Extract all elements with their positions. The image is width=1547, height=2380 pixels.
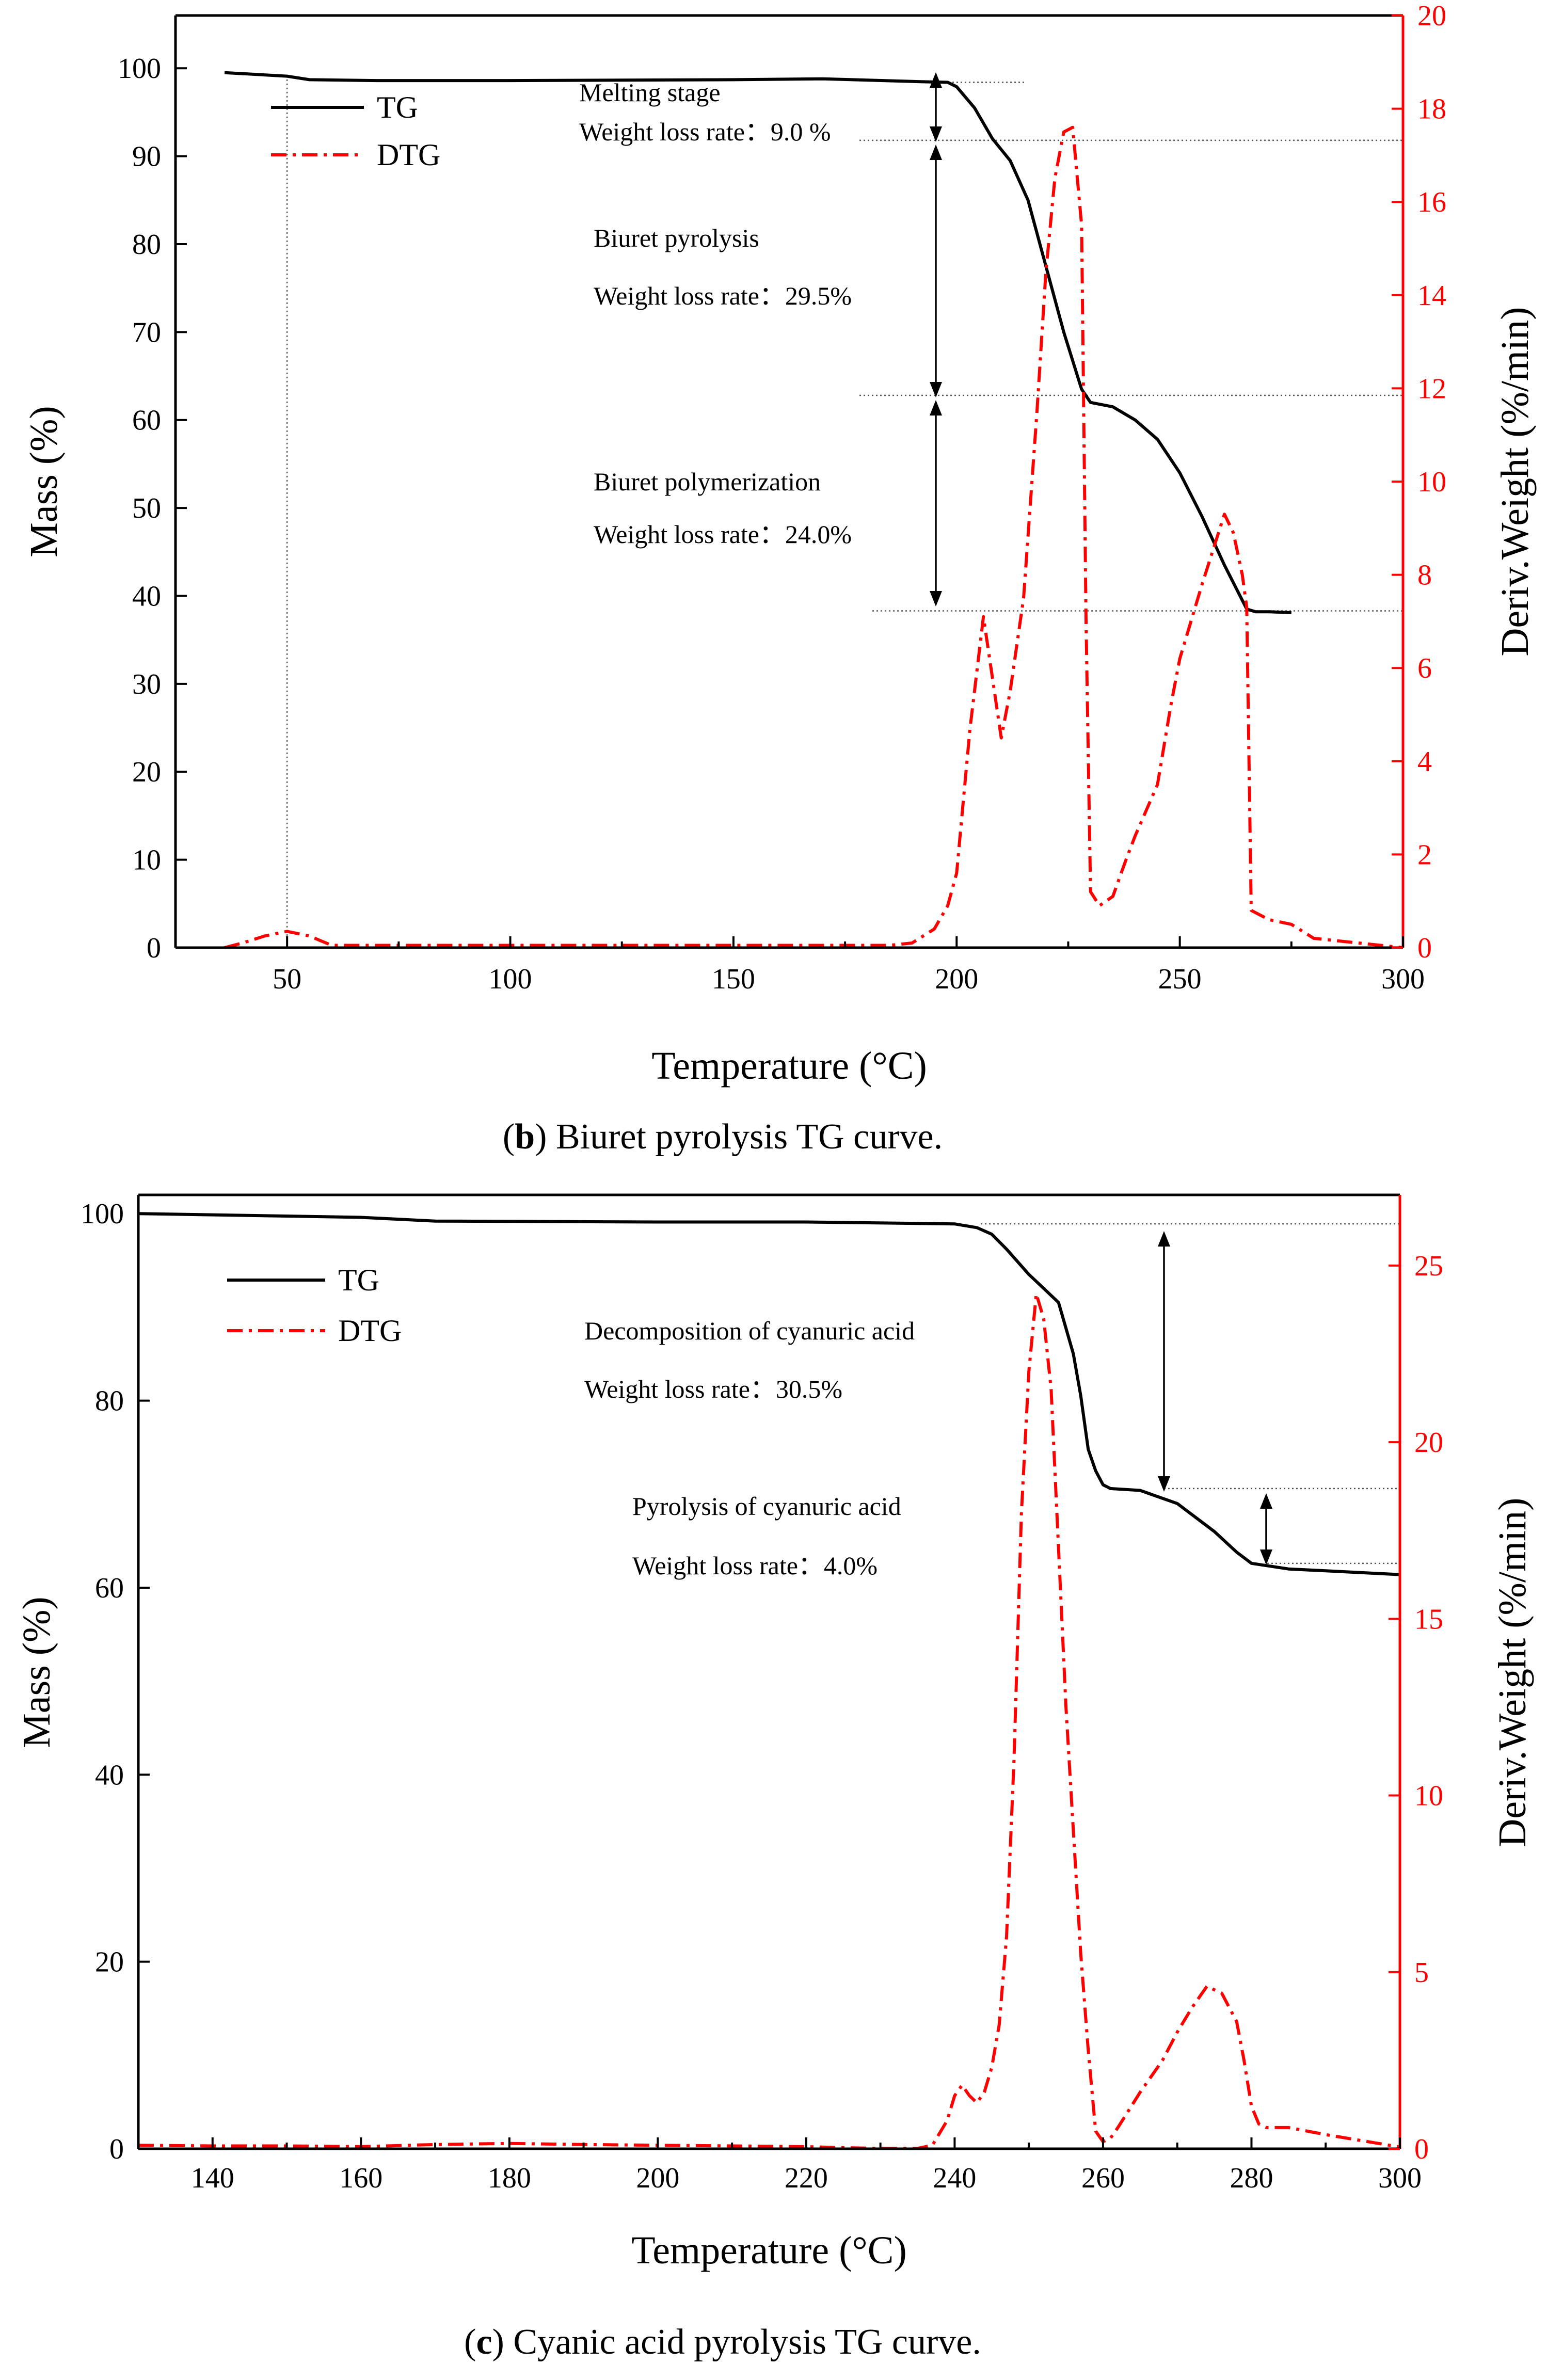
panel-b-y2-tick-label: 10 <box>1417 466 1446 498</box>
panel-b-y-tick-label: 70 <box>132 316 161 348</box>
panel-c-legend-tg-label: TG <box>338 1263 379 1297</box>
panel-c-ticks: 140 160 180 200 220 240 260 280 3000204060801000… <box>81 1198 1443 2194</box>
panel-b-x-tick-label: 150 <box>712 963 755 995</box>
panel-c-y2-tick-label: 25 <box>1414 1250 1443 1282</box>
panel-c-x-tick-label: 280 <box>1230 2162 1273 2194</box>
panel-b-y-tick-label: 90 <box>132 141 161 173</box>
panel-b-x-axis-label: Temperature (°C) <box>651 1044 927 1088</box>
panel-c-dtg-curve <box>138 1292 1400 2150</box>
panel-b-x-tick-label: 300 <box>1381 963 1425 995</box>
panel-b-x-tick-label: 50 <box>273 963 301 995</box>
panel-b-y-tick-label: 100 <box>118 53 161 85</box>
panel-c-gridlines <box>981 1223 1400 1564</box>
panel-c-y2-tick-label: 20 <box>1414 1427 1443 1459</box>
panel-b-y2-tick-label: 16 <box>1417 186 1446 218</box>
panel-b-legend-dtg-label: DTG <box>377 138 440 172</box>
panel-b: 50 100 150 200 250 30001020304050607080901000… <box>22 0 1537 1157</box>
panel-b-ticks: 50 100 150 200 250 30001020304050607080901000… <box>118 0 1446 995</box>
panel-c-y-tick-label: 40 <box>95 1759 124 1791</box>
panel-b-annotation-melting-rate: Weight loss rate：9.0 % <box>579 117 831 146</box>
panel-b-y2-tick-label: 18 <box>1417 93 1446 125</box>
panel-b-annotation-pyrolysis-title: Biuret pyrolysis <box>594 223 759 252</box>
panel-c-y-axis-label: Mass (%) <box>15 1596 58 1748</box>
panel-b-caption: (b) Biuret pyrolysis TG curve. <box>503 1117 943 1157</box>
panel-c: 140 160 180 200 220 240 260 280 3000204060801000… <box>15 1193 1534 2362</box>
panel-c-x-tick-label: 300 <box>1378 2162 1422 2194</box>
panel-b-y-tick-label: 30 <box>132 668 161 700</box>
panel-b-x-tick-label: 100 <box>489 963 532 995</box>
panel-b-annotation-polymerization-rate: Weight loss rate：24.0% <box>594 520 852 549</box>
panel-c-y-tick-label: 0 <box>109 2133 124 2165</box>
panel-b-y-tick-label: 0 <box>147 932 161 964</box>
panel-c-y2-tick-label: 0 <box>1414 2133 1429 2165</box>
panel-c-annotation-decomposition-rate: Weight loss rate：30.5% <box>584 1375 842 1403</box>
panel-c-annotation-pyrolysis-rate: Weight loss rate：4.0% <box>632 1551 878 1580</box>
panel-c-y-tick-label: 60 <box>95 1572 124 1604</box>
panel-b-y-tick-label: 10 <box>132 844 161 876</box>
panel-c-stage-arrows <box>1158 1231 1272 1565</box>
panel-b-y2-axis-label: Deriv.Weight (%/min) <box>1493 307 1537 657</box>
panel-c-y2-tick-label: 5 <box>1414 1957 1429 1989</box>
panel-c-x-tick-label: 200 <box>636 2162 679 2194</box>
panel-c-x-tick-label: 140 <box>191 2162 234 2194</box>
panel-c-y-tick-label: 20 <box>95 1946 124 1978</box>
panel-c-tg-curve <box>138 1212 1400 1576</box>
panel-b-tg-curve <box>224 71 1291 614</box>
panel-b-y2-tick-label: 20 <box>1417 0 1446 32</box>
panel-c-x-axis-label: Temperature (°C) <box>631 2229 907 2272</box>
panel-c-annotation-decomposition-title: Decomposition of cyanuric acid <box>584 1316 915 1345</box>
panel-b-y-tick-label: 80 <box>132 229 161 261</box>
panel-c-x-tick-label: 260 <box>1081 2162 1125 2194</box>
panel-c-curves <box>138 1212 1400 2150</box>
panel-b-y-tick-label: 50 <box>132 492 161 524</box>
panel-c-caption: (c) Cyanic acid pyrolysis TG curve. <box>464 2322 981 2362</box>
panel-b-y2-tick-label: 0 <box>1417 932 1432 964</box>
panel-b-y2-tick-label: 6 <box>1417 652 1432 684</box>
panel-c-y-tick-label: 80 <box>95 1385 124 1417</box>
panel-b-dtg-curve <box>224 125 1404 949</box>
panel-b-y-tick-label: 20 <box>132 756 161 788</box>
panel-b-legend-tg-label: TG <box>377 90 418 124</box>
panel-b-y2-tick-label: 8 <box>1417 560 1432 592</box>
panel-b-y2-tick-label: 14 <box>1417 280 1446 312</box>
panel-c-y2-tick-label: 15 <box>1414 1603 1443 1635</box>
panel-c-x-tick-label: 220 <box>785 2162 828 2194</box>
panel-b-annotation-pyrolysis-rate: Weight loss rate：29.5% <box>594 281 852 310</box>
panel-c-x-tick-label: 240 <box>933 2162 976 2194</box>
panel-c-x-tick-label: 160 <box>339 2162 382 2194</box>
panel-b-stage-arrows <box>930 72 942 606</box>
panel-b-y2-tick-label: 12 <box>1417 373 1446 405</box>
panel-b-annotation-melting-title: Melting stage <box>579 78 721 107</box>
panel-b-y-tick-label: 60 <box>132 405 161 437</box>
panel-c-legend-dtg-label: DTG <box>338 1314 402 1348</box>
panel-c-x-tick-label: 180 <box>488 2162 531 2194</box>
panel-c-y2-axis-label: Deriv.Weight (%/min) <box>1491 1498 1534 1847</box>
panel-b-y-tick-label: 40 <box>132 580 161 612</box>
panel-b-annotation-polymerization-title: Biuret polymerization <box>594 467 821 496</box>
panel-b-curves <box>224 71 1404 949</box>
panel-b-y2-tick-label: 4 <box>1417 746 1432 778</box>
panel-c-y-tick-label: 100 <box>81 1198 124 1230</box>
panel-b-gridlines <box>286 75 1403 948</box>
panel-b-y-axis-label: Mass (%) <box>22 406 66 557</box>
panel-c-y2-tick-label: 10 <box>1414 1780 1443 1812</box>
panel-b-y2-tick-label: 2 <box>1417 839 1432 871</box>
panel-b-x-tick-label: 250 <box>1158 963 1202 995</box>
panel-c-annotation-pyrolysis-title: Pyrolysis of cyanuric acid <box>632 1492 901 1521</box>
panel-b-x-tick-label: 200 <box>935 963 978 995</box>
